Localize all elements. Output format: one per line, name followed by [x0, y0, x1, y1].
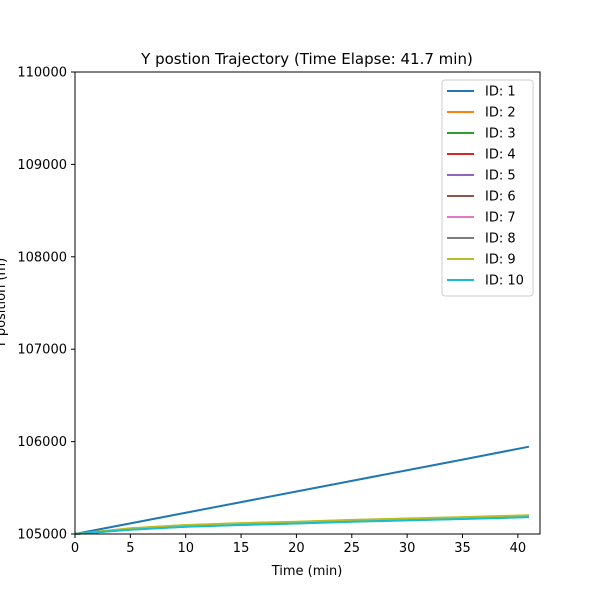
legend-label: ID: 8 [485, 232, 516, 247]
legend: ID: 1 ID: 2 ID: 3 ID: 4 ID: 5 ID: 6 ID: 7 ID: 8… [441, 79, 534, 297]
x-tick-label: 35 [454, 541, 471, 556]
x-tick-label: 10 [177, 541, 194, 556]
series-line-9 [74, 514, 529, 535]
legend-label: ID: 1 [485, 85, 516, 100]
legend-label: ID: 4 [485, 148, 516, 163]
y-tick-label: 109000 [17, 158, 67, 173]
series-line-10 [74, 516, 529, 535]
y-tick-label: 108000 [17, 250, 67, 265]
series-layer [74, 445, 530, 535]
legend-label: ID: 2 [485, 106, 516, 121]
y-axis: 105000 106000 107000 108000 109000 110000 [17, 66, 75, 543]
chart-title: Y postion Trajectory (Time Elapse: 41.7 … [140, 50, 473, 68]
y-tick-label: 110000 [17, 66, 67, 81]
y-tick-label: 107000 [17, 343, 67, 358]
legend-label: ID: 10 [485, 274, 524, 289]
series-line-1 [74, 445, 530, 535]
x-tick-label: 25 [344, 541, 361, 556]
legend-label: ID: 7 [485, 211, 516, 226]
x-tick-label: 5 [126, 541, 134, 556]
legend-label: ID: 6 [485, 190, 516, 205]
legend-label: ID: 5 [485, 169, 516, 184]
x-tick-label: 0 [71, 541, 79, 556]
y-tick-label: 105000 [17, 528, 67, 543]
y-axis-label: Y position (m) [0, 258, 9, 350]
plot-frame [74, 71, 541, 535]
y-tick-label: 106000 [17, 435, 67, 450]
x-axis: 0 5 10 15 20 25 30 35 40 [71, 534, 526, 556]
legend-label: ID: 9 [485, 253, 516, 268]
x-tick-label: 20 [288, 541, 305, 556]
x-tick-label: 40 [510, 541, 527, 556]
x-axis-label: Time (min) [271, 564, 343, 579]
legend-label: ID: 3 [485, 127, 516, 142]
x-tick-label: 15 [233, 541, 250, 556]
x-tick-label: 30 [399, 541, 416, 556]
